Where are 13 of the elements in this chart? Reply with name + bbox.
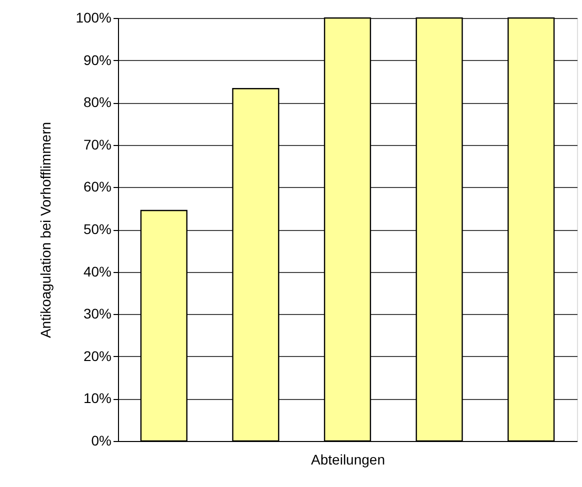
y-tick-label: 40%	[83, 263, 112, 280]
y-tick-label: 30%	[83, 306, 112, 322]
x-axis-title: Abteilungen	[311, 452, 385, 468]
y-axis-title: Antikoagulation bei Vorhofflimmern	[38, 122, 54, 338]
y-tick-label: 20%	[83, 348, 112, 364]
y-tick-label: 10%	[83, 390, 112, 406]
y-tick-label: 0%	[91, 432, 112, 448]
y-tick-label: 70%	[83, 136, 112, 152]
y-tick-label: 60%	[83, 178, 112, 195]
y-tick-label: 50%	[83, 221, 112, 237]
y-tick-label: 80%	[83, 94, 112, 110]
y-tick-label: 100%	[76, 10, 112, 26]
y-tick-label: 90%	[83, 52, 112, 68]
